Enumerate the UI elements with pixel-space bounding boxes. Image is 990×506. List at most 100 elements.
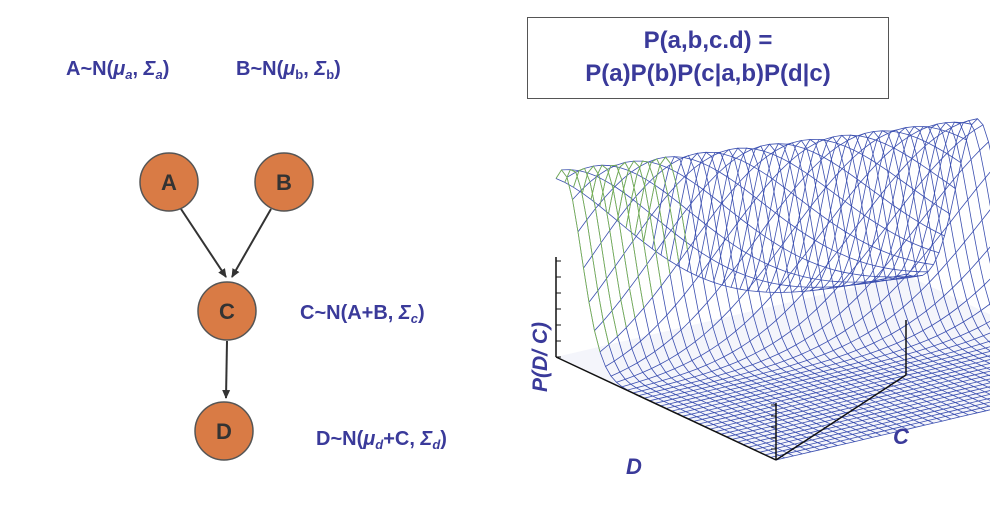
node-a: A: [139, 152, 199, 212]
mesh-line-c: [638, 141, 989, 396]
node-d: D: [194, 401, 254, 461]
mesh-line-c: [649, 209, 990, 402]
mesh-line-c: [693, 351, 990, 422]
eq-b-mu: μ: [283, 58, 296, 80]
mesh-line-d: [897, 120, 990, 279]
mesh-line-d: [905, 118, 990, 277]
eq-b-sigma-sub: b: [326, 67, 335, 82]
equation-d: D~N(μd+C, Σd): [316, 428, 447, 452]
d-axis-label: D: [626, 454, 642, 479]
mesh-line-c: [583, 151, 934, 269]
node-a-label: A: [161, 170, 177, 195]
eq-d-prefix: D~N(: [316, 428, 364, 450]
mesh-line-c: [632, 124, 984, 394]
plot-floor: [556, 275, 990, 460]
eq-d-mu: μ: [363, 428, 376, 450]
eq-d-sigma: Σ: [420, 428, 433, 450]
eq-b-close: ): [334, 58, 341, 80]
edge-a-c: [180, 208, 227, 278]
mesh-line-c: [759, 397, 990, 453]
equation-b: B~N(μb, Σb): [236, 58, 341, 82]
mesh-line-green: [625, 160, 671, 275]
equation-a: A~N(μa, Σa): [66, 58, 169, 82]
mesh-line-c: [654, 246, 990, 404]
surface-mesh: [555, 118, 990, 461]
joint-probability-box: P(a,b,c.d) = P(a)P(b)P(c|a,b)P(d|c): [527, 17, 889, 99]
mesh-line-green: [608, 161, 653, 298]
mesh-line-c: [643, 171, 990, 399]
mesh-line-c: [731, 378, 990, 440]
equation-c: C~N(A+B, Σc): [300, 302, 425, 326]
mesh-line-green: [590, 164, 636, 319]
eq-d-sigma-sub: d: [432, 437, 441, 452]
eq-a-mu-sub: a: [125, 67, 133, 82]
joint-line-2: P(a)P(b)P(c|a,b)P(d|c): [585, 60, 831, 87]
mesh-line-c: [698, 355, 990, 425]
node-c: C: [197, 281, 257, 341]
eq-a-prefix: A~N(: [66, 58, 114, 80]
eq-d-close: ): [440, 428, 447, 450]
mesh-line-c: [726, 374, 990, 438]
plot-frame: [555, 257, 907, 461]
mesh-line-c: [577, 156, 929, 273]
eq-b-prefix: B~N(: [236, 58, 284, 80]
mesh-line-green: [599, 164, 645, 309]
mesh-line-c: [687, 346, 990, 420]
eq-c-prefix: C~N(A+B,: [300, 302, 399, 324]
mesh-line-c: [715, 366, 990, 433]
eq-a-sigma-sub: a: [155, 67, 163, 82]
axis-ticks: [556, 260, 776, 450]
eq-a-close: ): [162, 58, 170, 80]
mesh-line-c: [737, 382, 990, 443]
mesh-line-c: [770, 405, 990, 458]
mesh-line-c: [704, 359, 990, 427]
mesh-line-green: [616, 160, 662, 286]
mesh-line-c: [665, 303, 990, 409]
node-b: B: [254, 152, 314, 212]
c-axis: [775, 374, 907, 461]
mesh-line-green: [555, 169, 601, 353]
mesh-line-c: [720, 370, 990, 435]
eq-b-sep: ,: [303, 58, 315, 80]
mesh-line-c: [742, 386, 990, 445]
eq-c-close: ): [417, 302, 425, 324]
mesh-line-c: [610, 130, 962, 377]
mesh-line-c: [676, 332, 990, 414]
mesh-line-c: [748, 390, 990, 448]
edge-b-c: [231, 208, 272, 278]
mesh-line-c: [660, 278, 990, 407]
z-axis-label: P(D/ C): [529, 322, 552, 392]
eq-d-mu-sub: d: [375, 437, 384, 452]
mesh-line-c: [599, 139, 951, 353]
mesh-line-c: [764, 401, 990, 456]
eq-d-mid: +C,: [383, 428, 421, 450]
eq-b-sigma: Σ: [314, 58, 327, 80]
mesh-line-c: [616, 126, 967, 383]
mesh-line-green: [581, 165, 627, 328]
mesh-line-c: [682, 340, 990, 417]
eq-c-sigma: Σ: [398, 302, 411, 324]
d-axis: [555, 356, 777, 461]
node-b-label: B: [276, 170, 292, 195]
mesh-line-green: [573, 167, 618, 337]
eq-a-sep: ,: [132, 58, 144, 80]
eq-a-mu: μ: [113, 58, 126, 80]
mesh-line-c: [627, 118, 978, 391]
node-d-label: D: [216, 419, 232, 444]
eq-c-sigma-sub: c: [410, 311, 418, 326]
mesh-line-c: [594, 143, 945, 331]
eq-b-mu-sub: b: [295, 67, 304, 82]
eq-a-sigma: Σ: [143, 58, 156, 80]
node-c-label: C: [219, 299, 235, 324]
mesh-line-green: [634, 158, 680, 263]
mesh-line-c: [561, 169, 912, 288]
mesh-line-c: [671, 320, 990, 412]
c-axis-label: C: [893, 424, 910, 449]
mesh-line-c: [566, 164, 918, 283]
joint-line-1: P(a,b,c.d) =: [643, 27, 773, 54]
mesh-line-c: [605, 134, 956, 367]
mesh-line-green: [564, 169, 610, 345]
mesh-line-green: [643, 156, 688, 251]
